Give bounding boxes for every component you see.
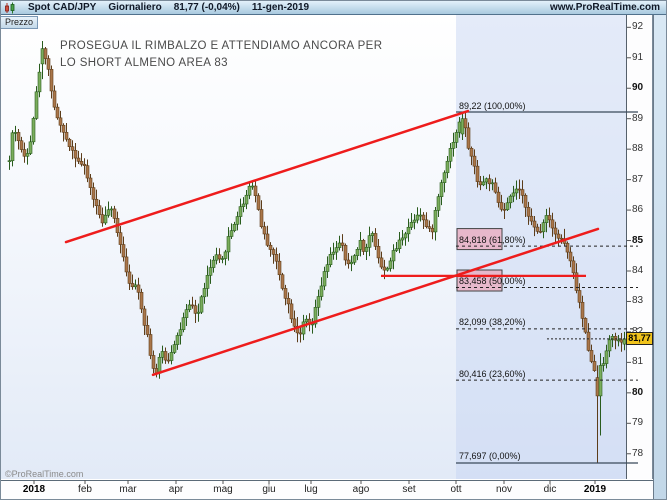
candlestick-icon [4, 2, 16, 14]
price-axis-label: 88 [632, 143, 644, 155]
time-axis-label: nov [495, 484, 513, 495]
fib-level-label: 82,099 (38,20%) [459, 317, 526, 328]
price-axis-label: 91 [632, 51, 644, 63]
time-axis-label: lug [304, 484, 318, 495]
price-axis-label: 78 [632, 447, 644, 459]
price-axis-label: 89 [632, 112, 644, 124]
instrument-name: Spot CAD/JPY [28, 2, 97, 13]
fibonacci-shaded-zone [456, 15, 626, 479]
quote-date: 11-gen-2019 [251, 2, 310, 13]
title-bar: Spot CAD/JPY Giornaliero 81,77 (-0,04%) … [1, 1, 666, 15]
time-axis-label: set [402, 484, 416, 495]
price-axis-label: 81 [632, 356, 644, 368]
price-axis-label: 84 [632, 265, 644, 276]
price-axis-label: 90 [632, 82, 644, 94]
time-axis-label: mar [119, 484, 137, 495]
fib-level-label: 80,416 (23,60%) [459, 368, 526, 379]
time-axis-label: 2018 [22, 484, 46, 495]
time-axis-label: ott [450, 484, 462, 495]
watermark-text: ©ProRealTime.com [5, 469, 84, 479]
time-axis-label: apr [168, 484, 184, 495]
last-price-badge: 81,77 [626, 331, 653, 345]
time-axis-label: dic [543, 484, 557, 495]
time-axis-label: mag [213, 484, 233, 495]
time-axis-label: ago [352, 484, 370, 495]
price-axis-label: 87 [632, 173, 644, 185]
prorealtime-url: www.ProRealTime.com [549, 2, 660, 13]
quote-and-change: 81,77 (-0,04%) [173, 2, 240, 13]
price-axis-label: 85 [632, 234, 644, 246]
fib-level-label: 77,697 (0,00%) [459, 451, 521, 462]
price-axis-label: 92 [632, 21, 644, 33]
time-axis-label: feb [78, 484, 92, 495]
fib-level-label: 83,458 (50,00%) [459, 276, 526, 286]
annotation-line-2: LO SHORT ALMENO AREA 83 [60, 57, 228, 69]
tab-prezzo[interactable]: Prezzo [1, 16, 39, 29]
time-axis-label: giu [262, 484, 276, 495]
price-axis-label: 82 [632, 326, 652, 337]
right-side-panel [653, 15, 666, 499]
fib-level-label: 89,22 (100,00%) [459, 100, 526, 111]
price-axis[interactable] [627, 15, 653, 479]
analyst-annotation: PROSEGUA IL RIMBALZO E ATTENDIAMO ANCORA… [60, 38, 382, 72]
price-axis-label: 86 [632, 204, 644, 216]
price-axis-label: 83 [632, 295, 644, 307]
time-axis-label: 2019 [583, 484, 607, 495]
fib-level-label: 84,818 (61,80%) [459, 234, 526, 245]
annotation-line-1: PROSEGUA IL RIMBALZO E ATTENDIAMO ANCORA… [60, 40, 383, 52]
price-axis-label: 79 [632, 417, 644, 429]
timeframe-label: Giornaliero [108, 2, 162, 13]
price-axis-label: 80 [632, 386, 644, 398]
time-axis[interactable] [1, 480, 653, 499]
